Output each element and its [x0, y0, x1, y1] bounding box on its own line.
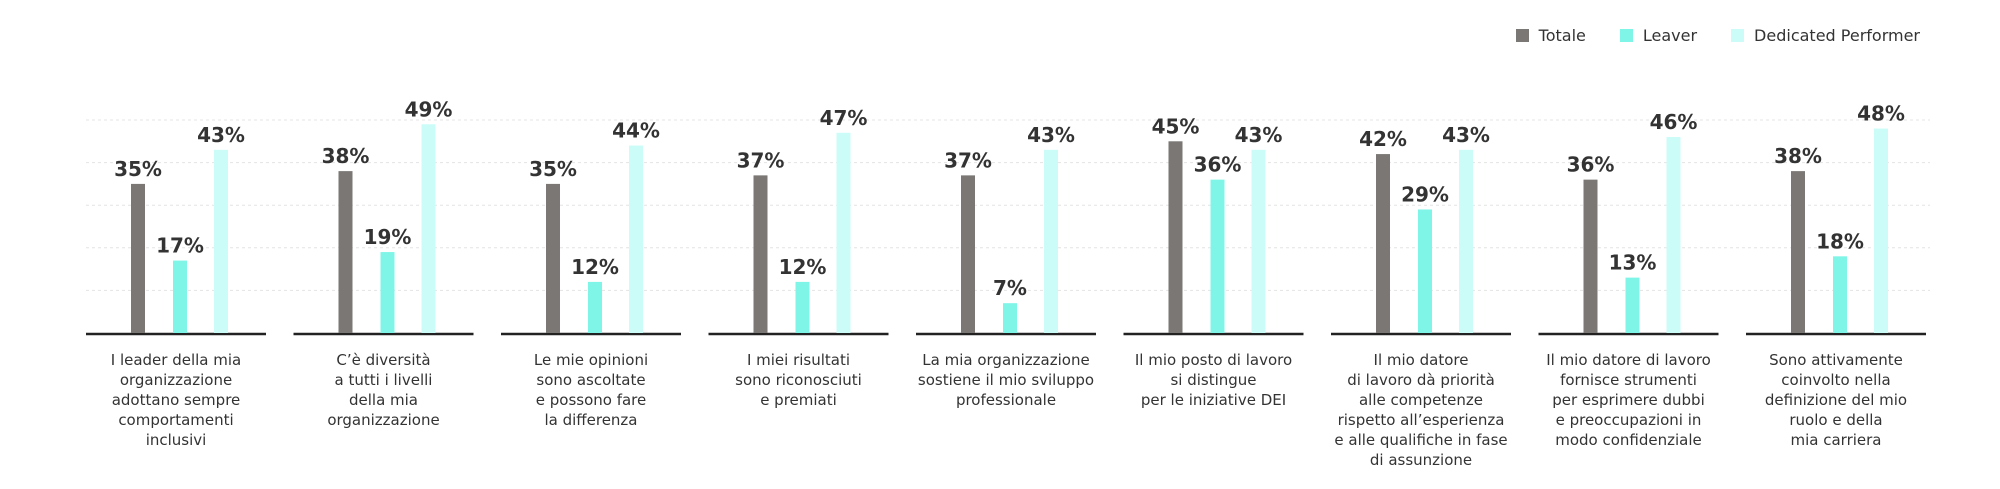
data-label-dedicated: 43% [1442, 123, 1490, 147]
category-label: I leader della mia organizzazione adotta… [110, 351, 242, 449]
bar-leaver [795, 281, 810, 333]
bar-dedicated [421, 124, 436, 333]
data-label-totale: 38% [322, 144, 370, 168]
data-label-leaver: 7% [993, 276, 1027, 300]
bar-leaver [1625, 277, 1640, 333]
data-label-totale: 37% [737, 148, 785, 172]
category-label: C’è diversità a tutti i livelli della mi… [327, 351, 440, 429]
bar-leaver [1003, 303, 1017, 333]
data-label-totale: 38% [1774, 144, 1822, 168]
bar-totale [338, 171, 353, 333]
data-label-totale: 37% [944, 148, 992, 172]
data-label-leaver: 13% [1609, 251, 1657, 275]
bar-dedicated [1666, 137, 1681, 333]
legend-swatch-totale [1515, 29, 1529, 42]
data-label-leaver: 19% [364, 225, 412, 249]
bar-leaver [1210, 179, 1225, 333]
data-label-totale: 45% [1152, 114, 1200, 138]
legend-item-leaver: Leaver [1619, 26, 1698, 45]
bar-totale [1168, 141, 1183, 333]
bar-dedicated [836, 132, 851, 333]
legend-item-dedicated: Dedicated Performer [1731, 26, 1920, 45]
bar-totale [1791, 171, 1805, 333]
data-label-dedicated: 43% [1235, 123, 1283, 147]
category-label: Il mio datore di lavoro fornisce strumen… [1546, 351, 1711, 449]
data-label-dedicated: 47% [820, 106, 868, 130]
bar-dedicated [1044, 149, 1058, 333]
data-label-dedicated: 49% [405, 97, 453, 121]
data-label-leaver: 12% [779, 255, 827, 279]
bar-leaver [380, 252, 395, 333]
data-label-totale: 35% [114, 157, 162, 181]
bar-dedicated [1251, 149, 1266, 333]
data-label-totale: 36% [1567, 153, 1615, 177]
bar-totale [1376, 154, 1390, 333]
data-label-dedicated: 46% [1650, 110, 1698, 134]
data-label-dedicated: 48% [1857, 102, 1905, 126]
bar-leaver [173, 260, 187, 333]
category-label: Il mio datore di lavoro dà priorità alle… [1334, 351, 1508, 469]
data-label-leaver: 29% [1401, 182, 1449, 206]
category-label: I miei risultati sono riconosciuti e pre… [735, 351, 862, 409]
legend-item-totale: Totale [1515, 26, 1586, 45]
bar-leaver [588, 281, 602, 333]
category-label: Le mie opinioni sono ascoltate e possono… [533, 351, 649, 429]
data-label-leaver: 18% [1816, 229, 1864, 253]
legend-label-dedicated: Dedicated Performer [1754, 26, 1920, 45]
data-label-totale: 35% [529, 157, 577, 181]
data-label-dedicated: 43% [197, 123, 245, 147]
bar-dedicated [214, 149, 228, 333]
data-label-dedicated: 43% [1027, 123, 1075, 147]
bar-dedicated [1459, 149, 1473, 333]
data-label-leaver: 12% [571, 255, 619, 279]
bar-totale [1583, 179, 1598, 333]
data-label-leaver: 36% [1194, 153, 1242, 177]
bar-leaver [1833, 256, 1847, 333]
bar-totale [546, 183, 560, 333]
bar-totale [961, 175, 975, 333]
bar-leaver [1418, 209, 1432, 333]
bar-dedicated [1874, 128, 1888, 333]
legend-label-totale: Totale [1538, 26, 1586, 45]
legend-swatch-dedicated [1731, 29, 1745, 42]
category-label: La mia organizzazione sostiene il mio sv… [917, 351, 1095, 409]
data-label-totale: 42% [1359, 127, 1407, 151]
category-label: Il mio posto di lavoro si distingue per … [1134, 351, 1293, 409]
legend-label-leaver: Leaver [1642, 26, 1698, 45]
bar-dedicated [629, 145, 643, 333]
category-label: Sono attivamente coinvolto nella definiz… [1764, 351, 1908, 449]
legend-swatch-leaver [1619, 29, 1633, 42]
data-label-dedicated: 44% [612, 119, 660, 143]
bar-totale [753, 175, 768, 333]
legend: Totale Leaver Dedicated Performer [1515, 26, 1920, 45]
bar-totale [131, 183, 145, 333]
data-label-leaver: 17% [156, 234, 204, 258]
